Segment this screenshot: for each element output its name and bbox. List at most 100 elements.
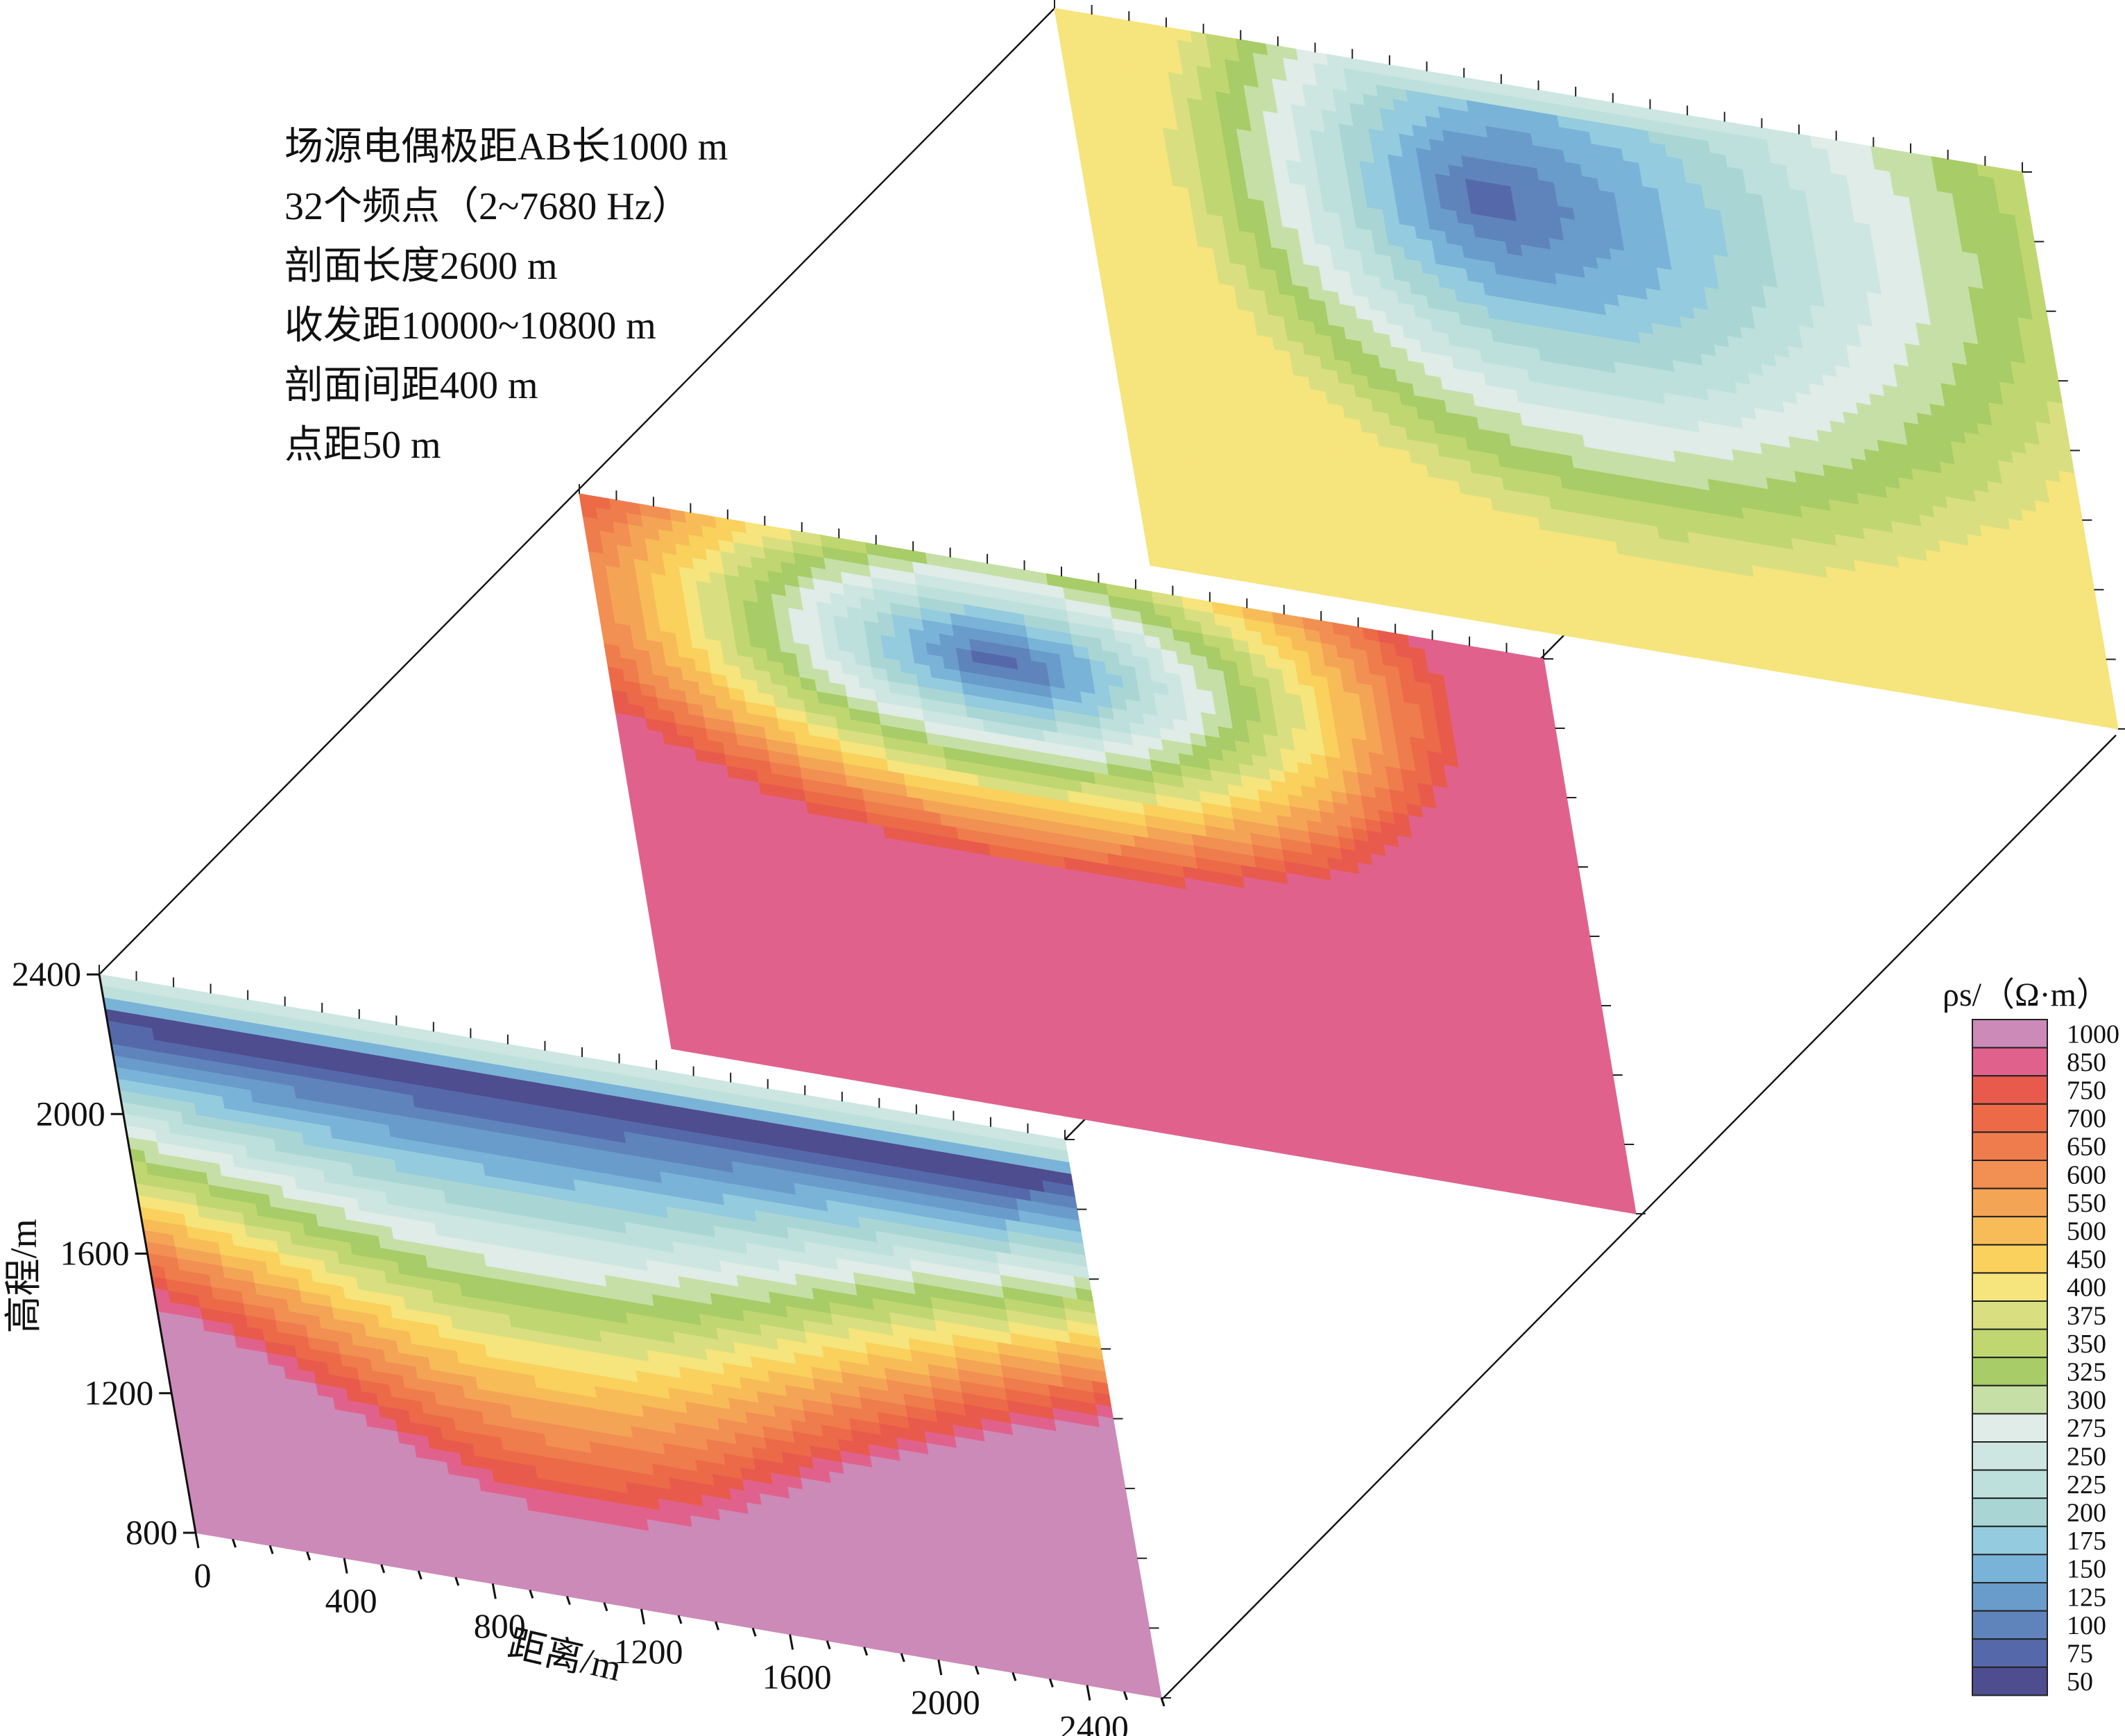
grid-cell <box>1223 565 1242 581</box>
grid-cell <box>880 1072 898 1088</box>
grid-cell <box>910 1078 928 1093</box>
grid-cell <box>1904 680 1922 696</box>
grid-cell <box>1359 589 1378 605</box>
grid-cell <box>1964 691 1983 707</box>
grid-cell <box>1646 637 1665 653</box>
grid-cell <box>2040 704 2058 719</box>
grid-cell <box>1268 574 1287 589</box>
grid-cell <box>1181 1124 1200 1140</box>
grid-cell <box>790 1057 808 1073</box>
grid-cell <box>1196 1126 1215 1142</box>
grid-cell <box>1016 1096 1034 1111</box>
grid-cell <box>1091 1108 1109 1124</box>
grid-cell <box>895 1075 914 1091</box>
grid-cell <box>1163 556 1181 571</box>
grid-cell <box>1722 650 1741 666</box>
grid-cell <box>835 1065 853 1081</box>
grid-cell <box>1030 1098 1049 1114</box>
grid-cell <box>1121 1114 1140 1130</box>
grid-cell <box>1979 694 1998 710</box>
grid-cell <box>1873 676 1892 691</box>
grid-cell <box>1677 642 1696 658</box>
grid-cell <box>1075 1106 1094 1121</box>
grid-cell <box>669 1036 688 1052</box>
grid-cell <box>1586 627 1605 643</box>
grid-cell <box>1555 622 1575 637</box>
grid-cell <box>1737 653 1756 669</box>
grid-cell <box>1495 612 1514 628</box>
grid-cell <box>1510 615 1529 630</box>
grid-cell <box>1435 601 1453 617</box>
grid-cell <box>970 1088 989 1103</box>
grid-cell <box>699 1042 717 1057</box>
grid-cell <box>955 1085 974 1101</box>
grid-cell <box>2069 709 2089 725</box>
grid-cell <box>1949 688 1968 704</box>
grid-cell <box>759 1051 778 1067</box>
grid-cell <box>1166 1121 1185 1137</box>
grid-cell <box>2100 714 2119 730</box>
grid-cell <box>1995 696 2013 712</box>
grid-cell <box>1662 639 1680 655</box>
grid-cell <box>1450 604 1469 620</box>
grid-cell <box>1211 1129 1230 1145</box>
grid-cell <box>684 1039 703 1055</box>
grid-cell <box>714 1044 733 1060</box>
grid-cell <box>1843 671 1862 687</box>
grid-cell <box>1208 563 1227 579</box>
grid-cell <box>1106 1111 1125 1127</box>
grid-cell <box>1616 632 1635 648</box>
grid-cell <box>2085 712 2103 728</box>
frame-edge <box>99 8 1055 975</box>
frame-edge <box>1161 734 2117 1700</box>
grid-cell <box>1151 1119 1170 1135</box>
grid-cell <box>1227 1132 1245 1148</box>
grid-cell <box>1329 583 1348 599</box>
grid-cell <box>2055 706 2074 722</box>
grid-cell <box>1858 673 1877 689</box>
grid-cell <box>1177 558 1197 574</box>
grid-cell <box>1046 1101 1064 1117</box>
grid-cell <box>1390 594 1408 610</box>
grid-cell <box>1934 686 1952 702</box>
grid-cell <box>1526 617 1544 633</box>
grid-cell <box>1828 668 1847 684</box>
grid-cell <box>1000 1093 1019 1109</box>
grid-cell <box>729 1047 748 1063</box>
grid-cell <box>1404 596 1424 612</box>
grid-cell <box>1692 645 1711 661</box>
grid-cell <box>1299 578 1317 594</box>
grid-cell <box>1344 586 1363 602</box>
resistivity-grid <box>1054 8 2119 730</box>
grid-cell <box>804 1060 823 1075</box>
grid-cell <box>864 1069 883 1085</box>
grid-cell <box>1465 606 1484 622</box>
grid-cell <box>1314 581 1333 596</box>
grid-cell <box>744 1049 763 1065</box>
grid-cell <box>2009 698 2028 714</box>
grid-cell <box>1061 1103 1079 1119</box>
grid-cell <box>940 1083 959 1099</box>
grid-cell <box>1147 553 1166 569</box>
grid-cell <box>1419 599 1438 615</box>
grid-cell <box>1571 624 1589 640</box>
grid-cell <box>1193 560 1211 576</box>
grid-cell <box>1238 568 1257 584</box>
grid-cell <box>1374 591 1393 607</box>
grid-cell <box>1241 1134 1260 1150</box>
grid-cell <box>1798 663 1816 678</box>
grid-cell <box>1768 658 1786 673</box>
grid-cell <box>2024 701 2043 717</box>
grid-cell <box>1631 635 1650 651</box>
grid-cell <box>985 1090 1004 1106</box>
grid-cell <box>1707 647 1726 663</box>
grid-cell <box>1136 1116 1154 1132</box>
grid-cell <box>1601 630 1620 646</box>
grid-cell <box>925 1080 944 1096</box>
grid-cell <box>774 1054 793 1070</box>
grid-cell <box>1919 683 1938 699</box>
grid-cell <box>1813 665 1832 681</box>
grid-cell <box>1752 655 1771 671</box>
grid-cell <box>850 1067 869 1083</box>
